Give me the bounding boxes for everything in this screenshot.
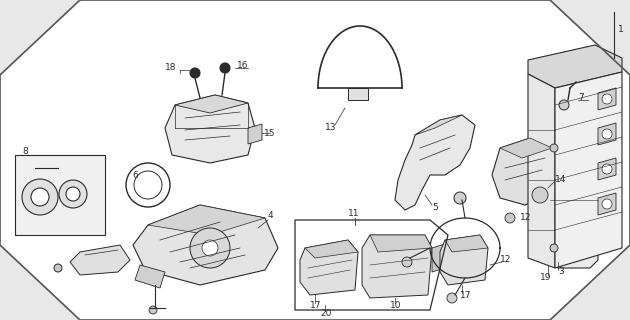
Circle shape bbox=[402, 257, 412, 267]
Polygon shape bbox=[528, 74, 555, 268]
Circle shape bbox=[447, 293, 457, 303]
Text: 13: 13 bbox=[325, 124, 336, 132]
Circle shape bbox=[149, 306, 157, 314]
Polygon shape bbox=[415, 115, 462, 135]
Text: 12: 12 bbox=[500, 255, 512, 265]
Text: 17: 17 bbox=[460, 291, 471, 300]
Polygon shape bbox=[135, 265, 165, 288]
Text: 6: 6 bbox=[132, 171, 138, 180]
Text: 11: 11 bbox=[348, 209, 360, 218]
Circle shape bbox=[550, 244, 558, 252]
Circle shape bbox=[59, 180, 87, 208]
Text: 10: 10 bbox=[390, 300, 401, 309]
Polygon shape bbox=[598, 123, 616, 145]
Polygon shape bbox=[550, 120, 598, 268]
Polygon shape bbox=[165, 95, 255, 163]
Text: 20: 20 bbox=[320, 308, 331, 317]
Polygon shape bbox=[395, 115, 475, 210]
Polygon shape bbox=[445, 235, 488, 252]
Text: 1: 1 bbox=[618, 26, 624, 35]
Polygon shape bbox=[432, 244, 445, 272]
Circle shape bbox=[66, 187, 80, 201]
Circle shape bbox=[190, 68, 200, 78]
Circle shape bbox=[602, 164, 612, 174]
Polygon shape bbox=[555, 72, 622, 268]
Circle shape bbox=[602, 94, 612, 104]
Circle shape bbox=[54, 264, 62, 272]
Bar bbox=[15, 155, 105, 235]
Circle shape bbox=[532, 187, 548, 203]
Text: 3: 3 bbox=[558, 268, 564, 276]
Circle shape bbox=[559, 100, 569, 110]
Text: 4: 4 bbox=[268, 211, 273, 220]
Circle shape bbox=[505, 213, 515, 223]
Polygon shape bbox=[440, 235, 488, 285]
Polygon shape bbox=[598, 158, 616, 180]
Text: 19: 19 bbox=[540, 274, 551, 283]
Text: 15: 15 bbox=[264, 129, 275, 138]
Polygon shape bbox=[148, 205, 265, 235]
Polygon shape bbox=[362, 235, 432, 298]
Polygon shape bbox=[560, 120, 598, 138]
Circle shape bbox=[602, 129, 612, 139]
Polygon shape bbox=[492, 138, 558, 205]
Circle shape bbox=[202, 240, 218, 256]
Polygon shape bbox=[248, 124, 262, 144]
Bar bbox=[348, 88, 368, 100]
Text: 14: 14 bbox=[555, 175, 566, 185]
Polygon shape bbox=[500, 138, 552, 158]
Circle shape bbox=[220, 63, 230, 73]
Polygon shape bbox=[175, 95, 248, 113]
Circle shape bbox=[190, 228, 230, 268]
Text: 17: 17 bbox=[310, 300, 321, 309]
Circle shape bbox=[602, 199, 612, 209]
Text: 7: 7 bbox=[578, 93, 584, 102]
Polygon shape bbox=[598, 88, 616, 110]
Text: 8: 8 bbox=[22, 147, 28, 156]
Circle shape bbox=[454, 192, 466, 204]
Text: 5: 5 bbox=[432, 204, 438, 212]
Polygon shape bbox=[305, 240, 358, 258]
Text: 18: 18 bbox=[165, 63, 176, 73]
Circle shape bbox=[550, 144, 558, 152]
Circle shape bbox=[22, 179, 58, 215]
Circle shape bbox=[31, 188, 49, 206]
Polygon shape bbox=[370, 235, 432, 252]
Polygon shape bbox=[133, 205, 278, 285]
Polygon shape bbox=[300, 240, 358, 295]
Polygon shape bbox=[528, 45, 622, 88]
Polygon shape bbox=[70, 245, 130, 275]
Text: 12: 12 bbox=[520, 213, 531, 222]
Text: 16: 16 bbox=[237, 60, 248, 69]
Polygon shape bbox=[598, 193, 616, 215]
